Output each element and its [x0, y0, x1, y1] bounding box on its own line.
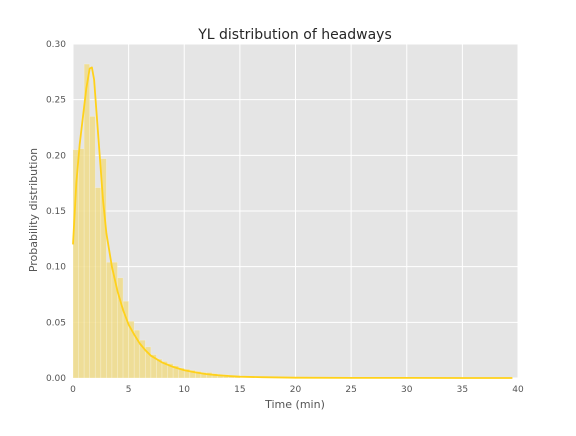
x-tick-label: 35 [457, 385, 468, 395]
x-tick-label: 20 [290, 385, 302, 395]
y-tick-label: 0.05 [46, 318, 66, 328]
histogram-bar [83, 63, 90, 379]
x-tick-label: 30 [401, 385, 413, 395]
x-tick-label: 5 [126, 385, 132, 395]
x-tick-label: 0 [70, 385, 76, 395]
y-tick-label: 0.25 [46, 96, 66, 106]
y-tick-label: 0.30 [46, 40, 66, 50]
kde-line [72, 66, 513, 379]
y-axis-label: Probability distribution [27, 148, 40, 272]
histogram-bar [78, 148, 85, 379]
x-tick-label: 25 [345, 385, 356, 395]
y-tick-label: 0.10 [46, 263, 66, 273]
x-tick-label: 40 [512, 385, 524, 395]
y-tick-label: 0.20 [46, 151, 66, 161]
x-tick-label: 15 [234, 385, 245, 395]
y-tick-label: 0.00 [46, 374, 66, 384]
y-tick-label: 0.15 [46, 207, 66, 217]
histogram-bar [89, 116, 96, 379]
plot-area: 0 5 10 15 20 25 30 35 40 0.00 0.05 0.10 0.15 0.20 0.25… [46, 40, 524, 395]
chart-title: YL distribution of headways [197, 27, 392, 43]
histogram-bar [106, 261, 113, 379]
histogram-bar [94, 187, 102, 379]
x-tick-label: 10 [179, 385, 191, 395]
x-axis-label: Time (min) [264, 398, 325, 411]
